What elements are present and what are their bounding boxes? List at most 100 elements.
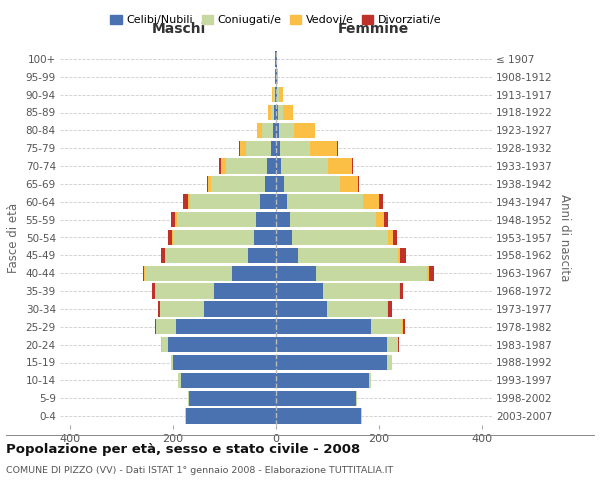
Bar — [386, 337, 398, 352]
Bar — [277, 87, 278, 102]
Bar — [361, 408, 362, 424]
Bar — [173, 230, 254, 245]
Bar — [181, 373, 276, 388]
Bar — [276, 390, 356, 406]
Bar — [172, 230, 173, 245]
Bar — [276, 194, 287, 210]
Legend: Celibi/Nubili, Coniugati/e, Vedovi/e, Divorziati/e: Celibi/Nubili, Coniugati/e, Vedovi/e, Di… — [106, 10, 446, 30]
Bar — [280, 140, 310, 156]
Bar — [188, 194, 190, 210]
Bar — [278, 123, 294, 138]
Text: Femmine: Femmine — [338, 22, 409, 36]
Bar — [232, 266, 276, 281]
Bar — [386, 355, 392, 370]
Bar — [368, 373, 371, 388]
Bar — [226, 158, 267, 174]
Bar — [337, 140, 338, 156]
Bar — [208, 176, 211, 192]
Y-axis label: Anni di nascita: Anni di nascita — [559, 194, 571, 281]
Bar — [290, 212, 376, 227]
Bar — [294, 123, 314, 138]
Bar — [161, 248, 165, 263]
Bar — [160, 302, 204, 316]
Bar — [400, 248, 406, 263]
Bar — [188, 390, 276, 406]
Bar — [254, 230, 276, 245]
Bar — [184, 194, 188, 210]
Bar — [271, 140, 276, 156]
Bar — [219, 158, 221, 174]
Bar — [281, 158, 328, 174]
Bar — [276, 140, 280, 156]
Bar — [388, 230, 393, 245]
Bar — [256, 212, 276, 227]
Bar — [246, 140, 271, 156]
Bar — [166, 248, 248, 263]
Bar — [276, 248, 298, 263]
Bar — [272, 87, 274, 102]
Bar — [393, 230, 397, 245]
Bar — [400, 284, 403, 298]
Bar — [185, 408, 186, 424]
Bar — [283, 105, 293, 120]
Bar — [158, 302, 160, 316]
Bar — [175, 212, 177, 227]
Bar — [371, 319, 402, 334]
Bar — [204, 302, 276, 316]
Bar — [287, 194, 364, 210]
Bar — [379, 194, 383, 210]
Bar — [310, 140, 337, 156]
Bar — [168, 337, 276, 352]
Bar — [162, 337, 168, 352]
Bar — [276, 266, 316, 281]
Bar — [398, 248, 400, 263]
Bar — [278, 105, 283, 120]
Bar — [276, 302, 328, 316]
Bar — [328, 158, 352, 174]
Bar — [352, 158, 353, 174]
Bar — [276, 87, 277, 102]
Bar — [240, 140, 246, 156]
Bar — [176, 319, 276, 334]
Bar — [276, 373, 368, 388]
Bar — [316, 266, 427, 281]
Bar — [277, 69, 278, 84]
Bar — [328, 302, 386, 316]
Bar — [156, 319, 176, 334]
Bar — [384, 212, 388, 227]
Bar — [145, 266, 232, 281]
Bar — [155, 319, 156, 334]
Bar — [276, 176, 284, 192]
Bar — [276, 158, 281, 174]
Bar — [262, 123, 274, 138]
Bar — [267, 158, 276, 174]
Bar — [356, 390, 357, 406]
Bar — [292, 230, 388, 245]
Bar — [388, 302, 392, 316]
Bar — [190, 194, 260, 210]
Bar — [274, 123, 276, 138]
Bar — [265, 176, 276, 192]
Bar — [248, 248, 276, 263]
Bar — [427, 266, 429, 281]
Bar — [276, 355, 386, 370]
Bar — [221, 158, 226, 174]
Text: Popolazione per età, sesso e stato civile - 2008: Popolazione per età, sesso e stato civil… — [6, 442, 360, 456]
Bar — [276, 319, 371, 334]
Y-axis label: Fasce di età: Fasce di età — [7, 202, 20, 272]
Bar — [260, 194, 276, 210]
Bar — [268, 105, 271, 120]
Bar — [178, 373, 181, 388]
Bar — [214, 284, 276, 298]
Bar — [364, 194, 379, 210]
Bar — [274, 87, 275, 102]
Bar — [284, 176, 340, 192]
Bar — [403, 319, 405, 334]
Bar — [298, 248, 398, 263]
Bar — [276, 337, 386, 352]
Bar — [276, 123, 278, 138]
Bar — [276, 408, 361, 424]
Bar — [239, 140, 240, 156]
Bar — [173, 355, 276, 370]
Bar — [206, 176, 208, 192]
